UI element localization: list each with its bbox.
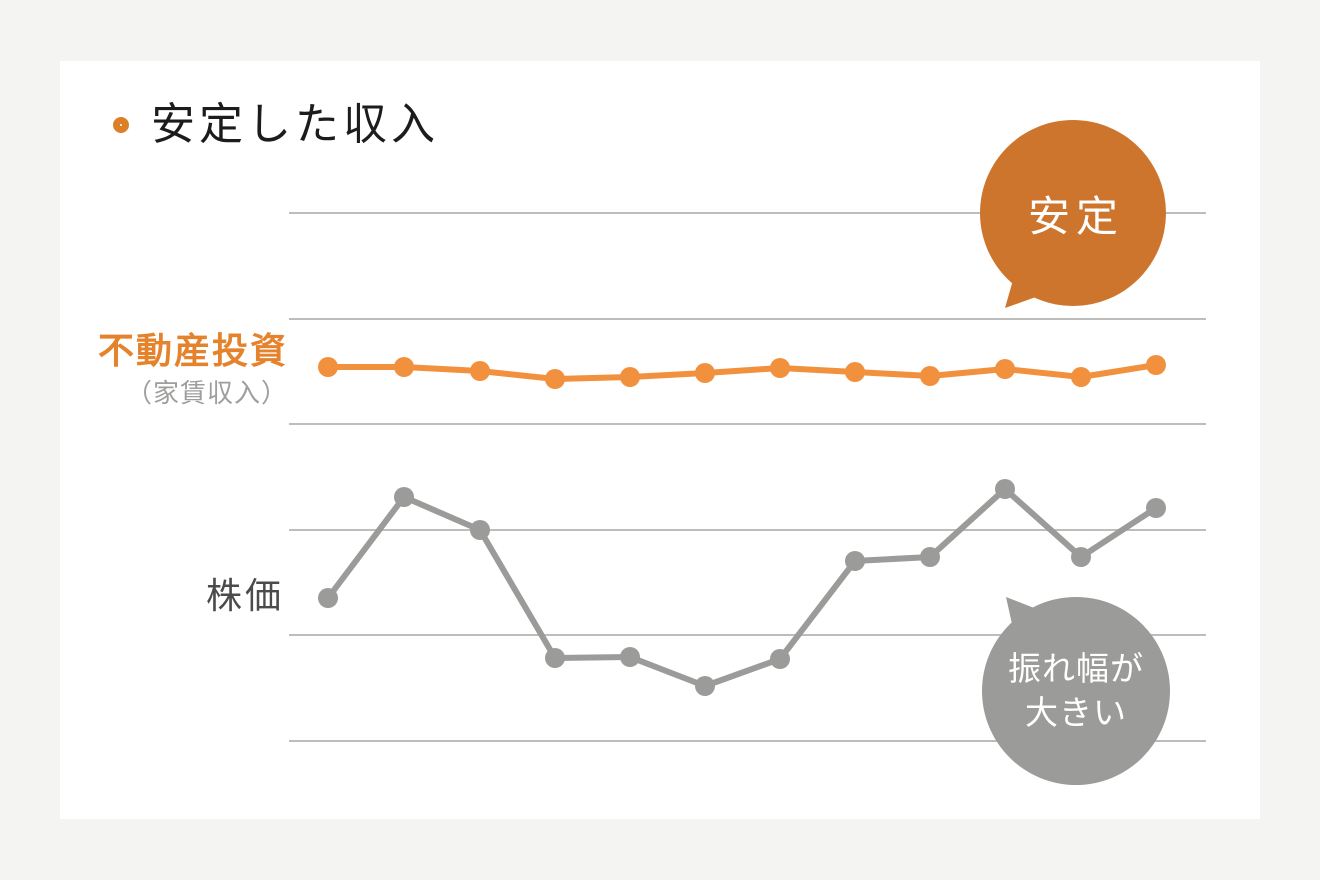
data-point [1071, 367, 1091, 387]
page-heading: 安定した収入 [113, 98, 439, 152]
volatile-bubble-circle [982, 597, 1170, 785]
ring-bullet-icon [113, 117, 129, 133]
data-point [1146, 355, 1166, 375]
series-line [325, 486, 1159, 689]
data-point [845, 551, 865, 571]
real-estate-series-label: 不動産投資 （家賃収入） [98, 331, 288, 409]
volatile-bubble-label-line2: 大きい [1025, 693, 1127, 732]
data-point [545, 369, 565, 389]
data-point [620, 647, 640, 667]
data-point [1146, 498, 1166, 518]
data-point [920, 366, 940, 386]
real-estate-label-main: 不動産投資 [97, 331, 288, 372]
stable-bubble-label: 安定 [1027, 191, 1124, 241]
volatile-bubble-label-line1: 振れ幅が [1008, 649, 1144, 688]
data-point [470, 520, 490, 540]
data-point [1071, 547, 1091, 567]
data-point [920, 547, 940, 567]
series-line [325, 362, 1159, 382]
volatile-speech-bubble [982, 597, 1170, 785]
stable-bubble-circle [980, 120, 1166, 306]
stable-speech-bubble [980, 120, 1166, 308]
data-point [995, 479, 1015, 499]
data-point [394, 487, 414, 507]
data-point [695, 676, 715, 696]
data-point [770, 358, 790, 378]
data-point [620, 367, 640, 387]
page-title: 安定した収入 [151, 99, 439, 150]
data-point [470, 361, 490, 381]
volatile-bubble-text: 振れ幅が 大きい [982, 597, 1170, 785]
data-point [845, 362, 865, 382]
data-point [394, 357, 414, 377]
data-point [318, 588, 338, 608]
stock-series-label: 株価 [206, 576, 285, 617]
stable-bubble-text: 安定 [980, 120, 1166, 306]
data-point [695, 363, 715, 383]
data-point [770, 649, 790, 669]
data-point [318, 357, 338, 377]
data-point [545, 648, 565, 668]
real-estate-label-sub: （家賃収入） [125, 379, 288, 409]
data-point [995, 359, 1015, 379]
